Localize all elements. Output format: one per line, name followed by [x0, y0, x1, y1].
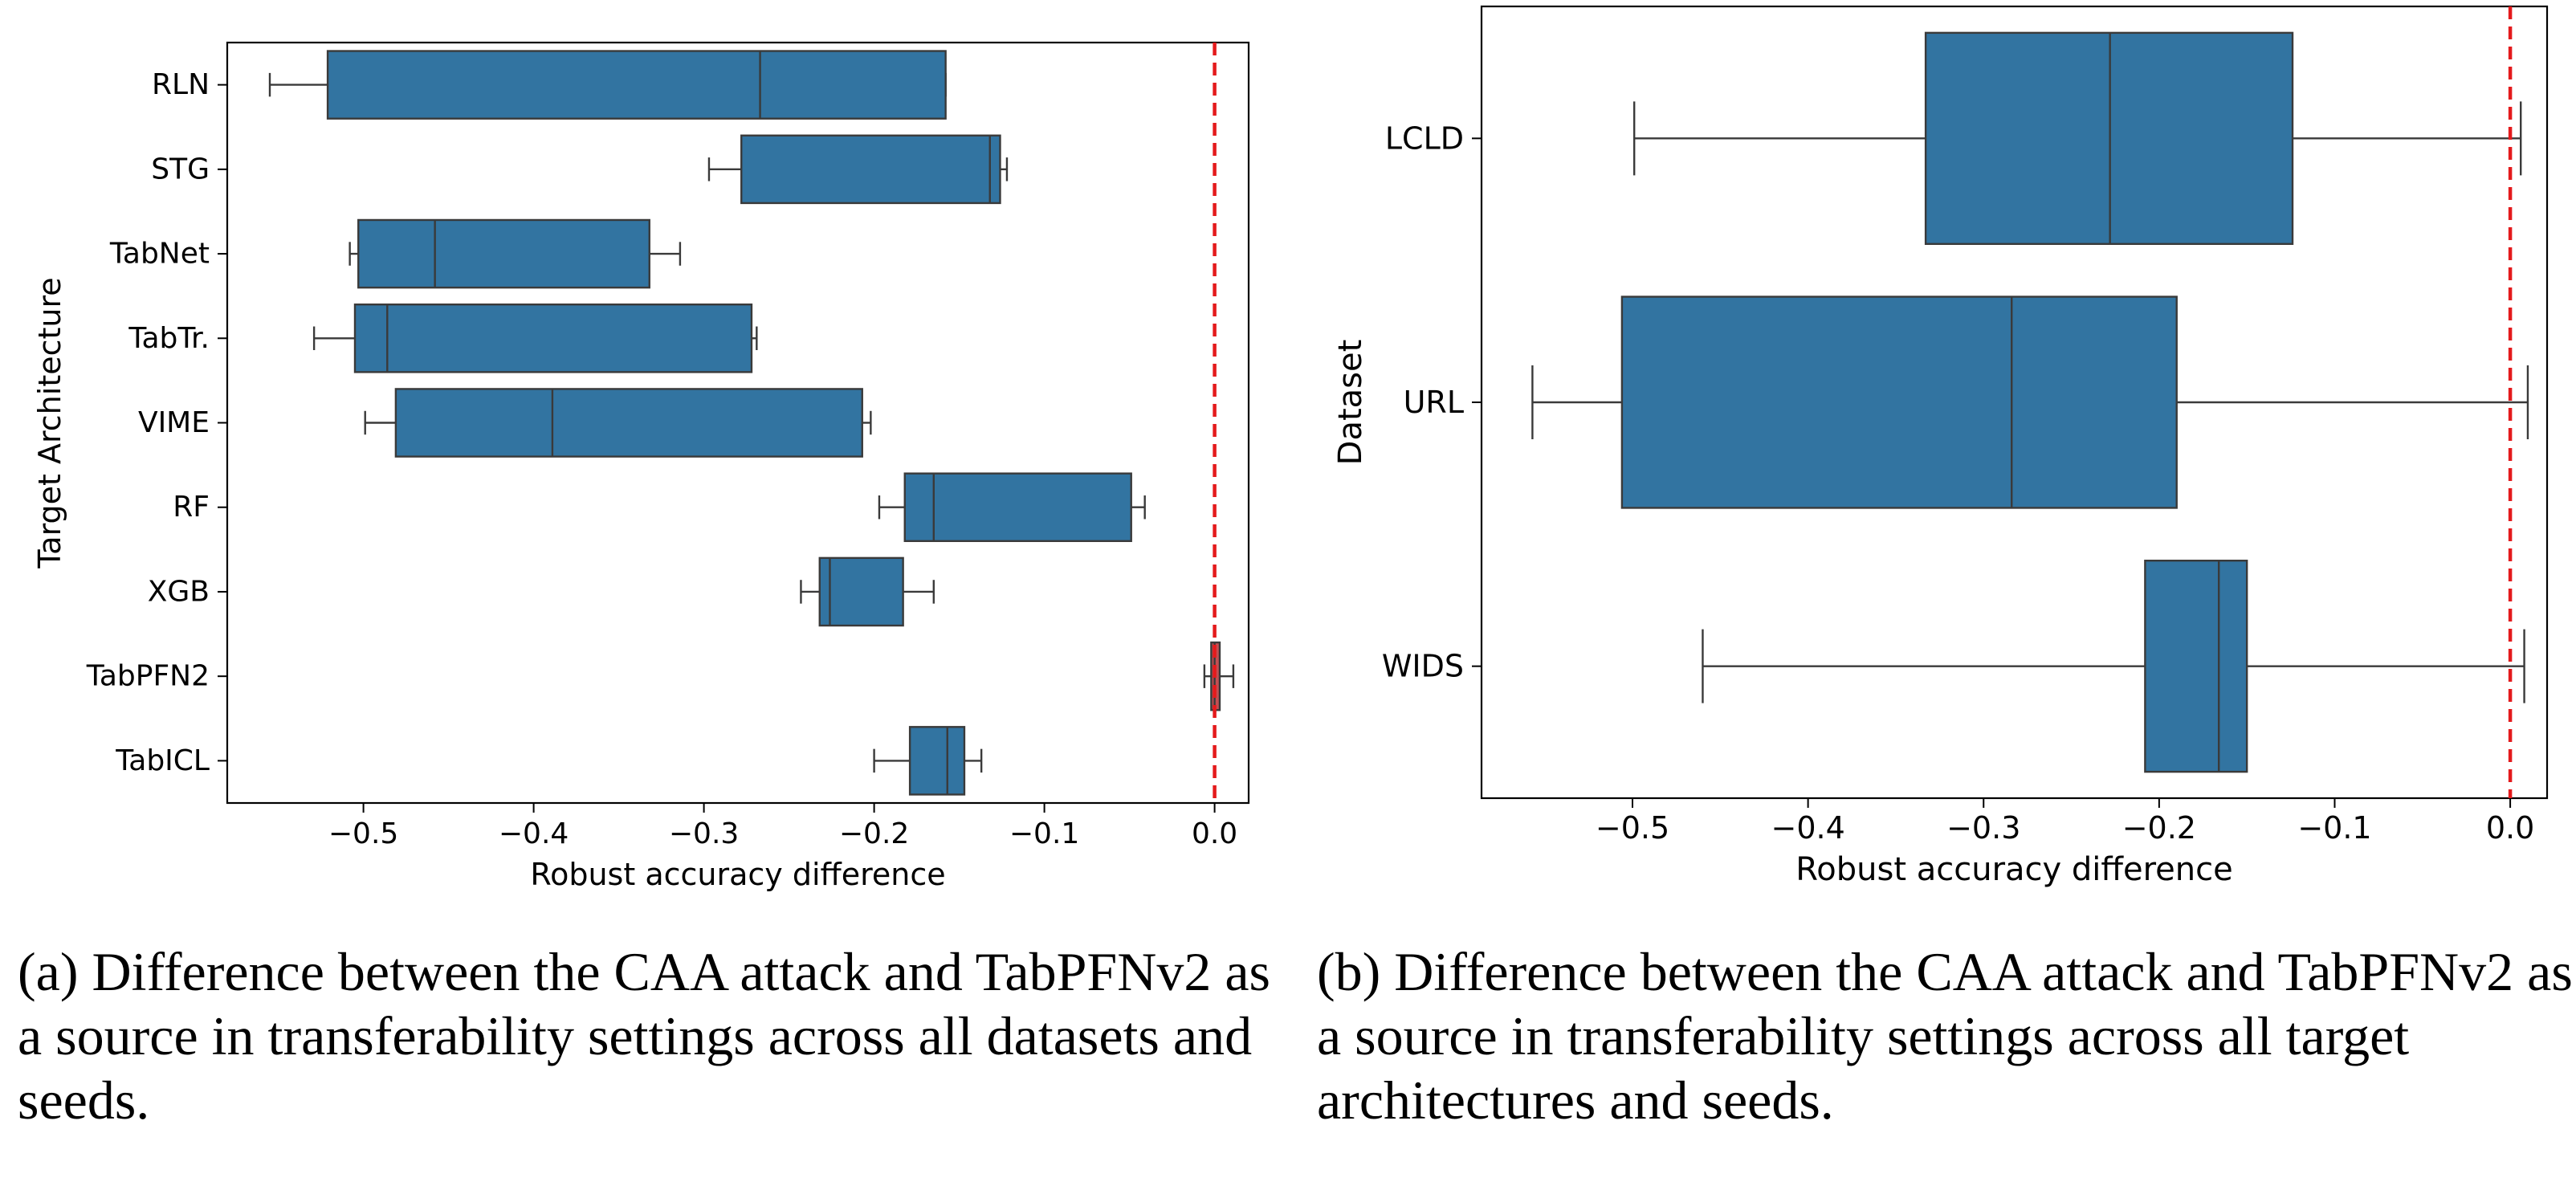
- x-tick-label: −0.4: [499, 817, 569, 850]
- y-tick-label: STG: [151, 153, 210, 185]
- box-lcld: [1632, 31, 2522, 245]
- box-iqr: [2144, 560, 2248, 773]
- caption-b: (b) Difference between the CAA attack an…: [1317, 941, 2573, 1131]
- box-iqr: [326, 50, 947, 120]
- box-iqr: [818, 556, 904, 627]
- chart-panel-a: RLN STG TabNet TabTr. VIME RF XGB TabPFN2 TabICL…: [32, 41, 1250, 892]
- box-tabtr-: [312, 303, 758, 373]
- box-iqr: [740, 134, 1001, 205]
- box-tabicl: [873, 726, 983, 796]
- x-tick-label: −0.5: [1596, 810, 1669, 846]
- y-tick-label: TabNet: [109, 238, 210, 271]
- box-tabpfn2: [1203, 641, 1235, 711]
- box-rf: [878, 472, 1146, 543]
- x-tick-label: 0.0: [2486, 810, 2534, 846]
- y-tick-label: TabICL: [115, 744, 210, 777]
- y-tick-label: WIDS: [1382, 649, 1464, 684]
- y-tick-label: XGB: [148, 575, 210, 608]
- box-rln: [268, 50, 947, 120]
- y-tick-label: LCLD: [1385, 120, 1464, 156]
- box-iqr: [1620, 296, 2178, 509]
- y-tick-label: TabTr.: [128, 322, 210, 355]
- x-axis-label: Robust accuracy difference: [530, 857, 945, 892]
- x-tick-label: −0.3: [669, 817, 739, 850]
- x-tick-label: 0.0: [1192, 817, 1237, 850]
- x-axis-label: Robust accuracy difference: [1795, 851, 2232, 888]
- box-iqr: [903, 472, 1132, 543]
- box-stg: [707, 134, 1009, 205]
- x-tick-label: −0.2: [2122, 810, 2196, 846]
- box-iqr: [908, 726, 966, 796]
- x-tick-label: −0.1: [1009, 817, 1079, 850]
- y-tick-label: TabPFN2: [86, 660, 210, 693]
- y-tick-label: RLN: [152, 68, 210, 101]
- chart-panel-b: LCLD URL WIDS −0.5 −0.4 −0.3 −0.2 −0.1 0.0 Robust…: [1332, 5, 2549, 888]
- x-tick-label: −0.3: [1946, 810, 2020, 846]
- box-xgb: [800, 556, 935, 627]
- box-vime: [364, 388, 872, 458]
- x-tick-label: −0.2: [839, 817, 909, 850]
- box-iqr: [353, 303, 753, 373]
- x-tick-label: −0.5: [328, 817, 398, 850]
- y-tick-label: RF: [173, 491, 210, 524]
- box-iqr: [357, 218, 650, 289]
- x-tick-label: −0.4: [1771, 810, 1844, 846]
- box-url: [1531, 296, 2529, 509]
- caption-a: (a) Difference between the CAA attack an…: [18, 941, 1270, 1131]
- x-tick-label: −0.1: [2297, 810, 2371, 846]
- y-tick-label: URL: [1404, 385, 1464, 420]
- box-tabnet: [348, 218, 682, 289]
- box-wids: [1702, 560, 2525, 773]
- y-tick-label: VIME: [138, 406, 210, 439]
- y-axis-label: Dataset: [1332, 340, 1369, 466]
- y-axis-label: Target Architecture: [32, 277, 67, 569]
- box-iqr: [394, 388, 863, 458]
